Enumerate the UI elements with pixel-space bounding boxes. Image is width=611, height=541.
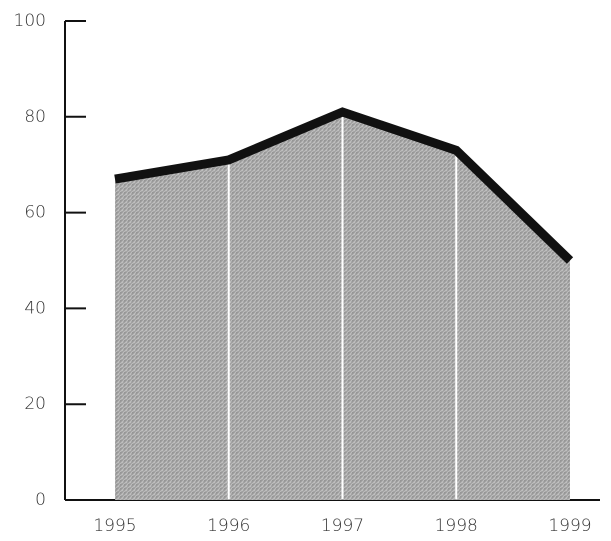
y-tick-label: 0 [35,490,46,510]
x-tick-label: 1998 [435,516,478,536]
y-tick-label: 20 [24,394,46,414]
y-tick-label: 100 [14,11,46,31]
x-tick-label: 1997 [321,516,364,536]
y-tick-label: 80 [24,107,46,127]
x-tick-label: 1999 [548,516,591,536]
line [114,107,574,264]
y-tick-label: 40 [24,298,46,318]
x-tick-label: 1996 [207,516,250,536]
y-tick-label: 60 [24,203,46,223]
x-tick-label: 1995 [93,516,136,536]
